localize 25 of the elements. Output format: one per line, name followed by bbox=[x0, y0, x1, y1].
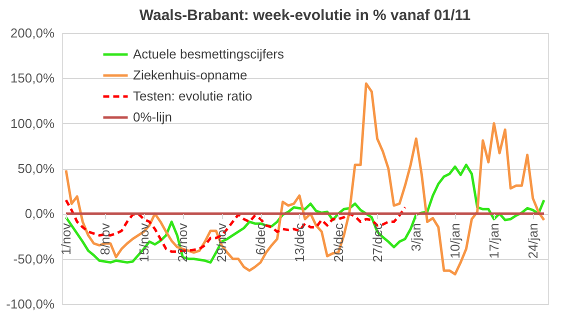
x-tick-label: 3/jan bbox=[408, 223, 424, 252]
x-tick-label: 10/jan bbox=[448, 223, 463, 259]
x-tick-label: 1/nov bbox=[58, 222, 74, 255]
y-tick-label: 200,0% bbox=[10, 26, 55, 40]
x-tick-label: 6/dec bbox=[253, 222, 268, 255]
y-tick-label: 50,0% bbox=[18, 161, 55, 176]
legend-label: Ziekenhuis-opname bbox=[133, 68, 248, 82]
y-tick-label: -50,0% bbox=[13, 251, 55, 266]
x-tick-label: 29/nov bbox=[214, 222, 230, 262]
x-tick-label: 8/nov bbox=[97, 222, 112, 255]
y-tick-label: 150,0% bbox=[10, 70, 55, 86]
x-tick-label: 15/nov bbox=[136, 222, 152, 262]
y-tick-label: 0,0% bbox=[24, 206, 55, 222]
y-tick-label: 100,0% bbox=[10, 116, 55, 131]
x-tick-label: 17/jan bbox=[486, 223, 502, 259]
chart-title: Waals-Brabant: week-evolutie in % vanaf 01/11 bbox=[139, 7, 471, 24]
x-tick-label: 27/dec bbox=[370, 222, 385, 262]
x-tick-label: 24/jan bbox=[525, 223, 540, 259]
x-tick-label: 22/nov bbox=[175, 222, 190, 262]
legend-label: Actuele besmettingscijfers bbox=[133, 46, 285, 62]
legend-label: Testen: evolutie ratio bbox=[133, 88, 252, 104]
x-tick-label: 13/dec bbox=[292, 222, 307, 262]
legend-label: 0%-lijn bbox=[133, 110, 172, 124]
x-tick-label: 20/dec bbox=[330, 222, 346, 262]
y-tick-label: -100,0% bbox=[6, 296, 55, 312]
